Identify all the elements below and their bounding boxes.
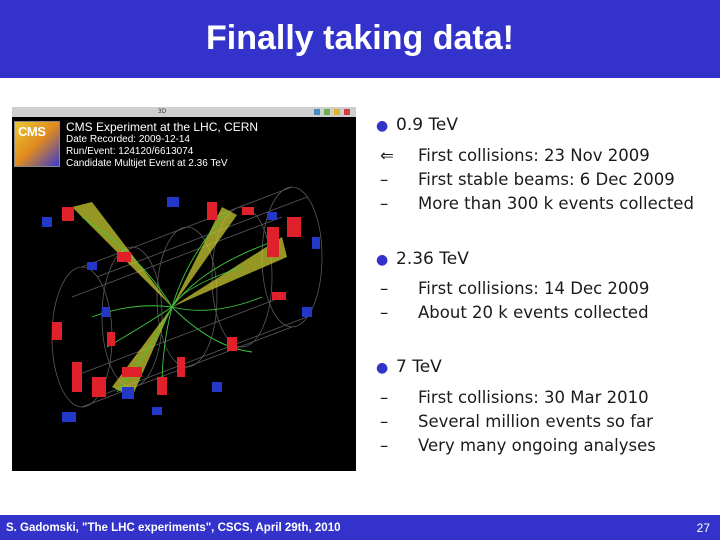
sub-bullet-item: – About 20 k events collected xyxy=(380,301,649,325)
sub-bullet-item: – Several million events so far xyxy=(380,410,653,434)
sub-bullet-text: First collisions: 30 Mar 2010 xyxy=(418,388,649,407)
viewer-window-bar: 3D xyxy=(12,107,356,117)
window-button-icon xyxy=(324,109,330,115)
sub-bullet-text: First stable beams: 6 Dec 2009 xyxy=(418,170,675,189)
sub-bullet-text: Several million events so far xyxy=(418,412,653,431)
event-title: CMS Experiment at the LHC, CERN xyxy=(66,120,259,134)
bullet-text: 2.36 TeV xyxy=(396,249,469,269)
cms-logo-text: CMS xyxy=(18,124,46,139)
event-display-graphic xyxy=(42,186,323,422)
bullet-dot-icon: ● xyxy=(376,252,389,268)
window-button-icon xyxy=(314,109,320,115)
dash-icon: – xyxy=(380,279,389,298)
sub-bullet-text: More than 300 k events collected xyxy=(418,194,694,213)
footer-text: S. Gadomski, "The LHC experiments", CSCS… xyxy=(6,522,341,534)
event-info: CMS Experiment at the LHC, CERN Date Rec… xyxy=(66,120,258,170)
dash-icon: – xyxy=(380,412,389,431)
bullet-item: ● 7 TeV xyxy=(376,354,442,381)
sub-bullet-item: – First stable beams: 6 Dec 2009 xyxy=(380,168,675,192)
dash-icon: – xyxy=(380,303,389,322)
title-bar: Finally taking data! xyxy=(0,0,720,78)
cms-logo: CMS xyxy=(14,121,60,167)
bullet-item: ● 2.36 TeV xyxy=(376,246,469,273)
dash-icon: – xyxy=(380,388,389,407)
event-display-image: 3D CMS CMS Experiment at the LHC, CERN D… xyxy=(12,107,356,471)
sub-bullet-text: About 20 k events collected xyxy=(418,303,649,322)
sub-bullet-text: First collisions: 23 Nov 2009 xyxy=(418,146,650,165)
implies-arrow-icon: ⇐ xyxy=(380,146,394,165)
page-number: 27 xyxy=(696,521,710,535)
event-run: Run/Event: 124120/6613074 xyxy=(66,146,194,157)
sub-bullet-item: – First collisions: 14 Dec 2009 xyxy=(380,277,649,301)
event-date: Date Recorded: 2009-12-14 xyxy=(66,134,190,145)
bullet-dot-icon: ● xyxy=(376,118,389,134)
dash-icon: – xyxy=(380,436,389,455)
event-candidate: Candidate Multijet Event at 2.36 TeV xyxy=(66,158,228,169)
sub-bullet-item: ⇐ First collisions: 23 Nov 2009 xyxy=(380,144,650,168)
window-close-icon xyxy=(344,109,350,115)
window-button-icon xyxy=(334,109,340,115)
dash-icon: – xyxy=(380,194,389,213)
sub-bullet-item: – First collisions: 30 Mar 2010 xyxy=(380,386,649,410)
dash-icon: – xyxy=(380,170,389,189)
sub-bullet-text: Very many ongoing analyses xyxy=(418,436,656,455)
sub-bullet-text: First collisions: 14 Dec 2009 xyxy=(418,279,650,298)
footer-bar: S. Gadomski, "The LHC experiments", CSCS… xyxy=(0,515,720,540)
bullet-text: 0.9 TeV xyxy=(396,115,459,135)
sub-bullet-item: – More than 300 k events collected xyxy=(380,192,694,216)
bullet-item: ● 0.9 TeV xyxy=(376,112,458,139)
sub-bullet-item: – Very many ongoing analyses xyxy=(380,434,656,458)
slide-title: Finally taking data! xyxy=(206,19,514,57)
bullet-dot-icon: ● xyxy=(376,360,389,376)
viewer-window-title: 3D xyxy=(157,108,167,115)
bullet-text: 7 TeV xyxy=(396,357,442,377)
